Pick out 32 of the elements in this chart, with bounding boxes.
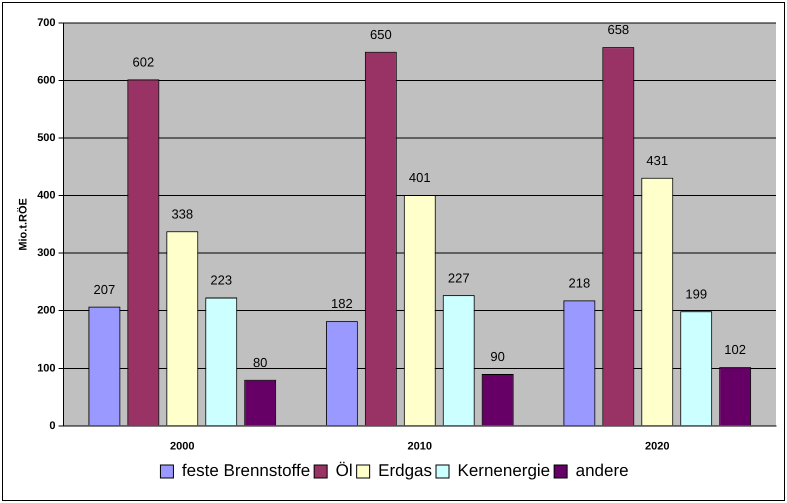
- y-tick-label: 500: [37, 132, 56, 144]
- legend-label: Öl: [336, 461, 353, 480]
- data-label: 227: [448, 270, 470, 286]
- x-tick-label: 2020: [645, 440, 670, 452]
- y-tick-label: 600: [37, 74, 56, 87]
- data-label: 207: [94, 282, 116, 297]
- y-tick-label: 300: [37, 247, 56, 260]
- x-tick-label: 2000: [170, 440, 195, 452]
- data-label: 658: [607, 22, 630, 38]
- legend-label: feste Brennstoffe: [182, 461, 310, 480]
- y-axis-title: Mio.t.RÖE: [16, 198, 30, 251]
- data-label: 199: [685, 286, 708, 302]
- data-label: 80: [252, 354, 268, 370]
- legend-label: Erdgas: [378, 461, 432, 480]
- data-label: 650: [370, 26, 392, 42]
- y-tick-label: 400: [37, 190, 56, 202]
- y-tick-label: 200: [37, 304, 56, 317]
- data-label: 338: [171, 206, 194, 222]
- y-tick-label: 100: [37, 362, 56, 374]
- x-tick-label: 2010: [408, 440, 432, 452]
- y-tick-label: 0: [49, 420, 56, 432]
- data-label: 401: [408, 170, 431, 186]
- data-label: 182: [331, 296, 353, 312]
- data-label: 431: [646, 152, 668, 168]
- data-label: 602: [132, 54, 154, 70]
- data-label: 90: [490, 349, 505, 364]
- legend-label: Kernenergie: [458, 461, 550, 480]
- y-tick-label: 700: [37, 17, 56, 30]
- data-label: 102: [724, 342, 746, 358]
- data-label: 218: [568, 275, 590, 290]
- data-label: 223: [210, 272, 232, 288]
- legend-label: andere: [576, 461, 629, 480]
